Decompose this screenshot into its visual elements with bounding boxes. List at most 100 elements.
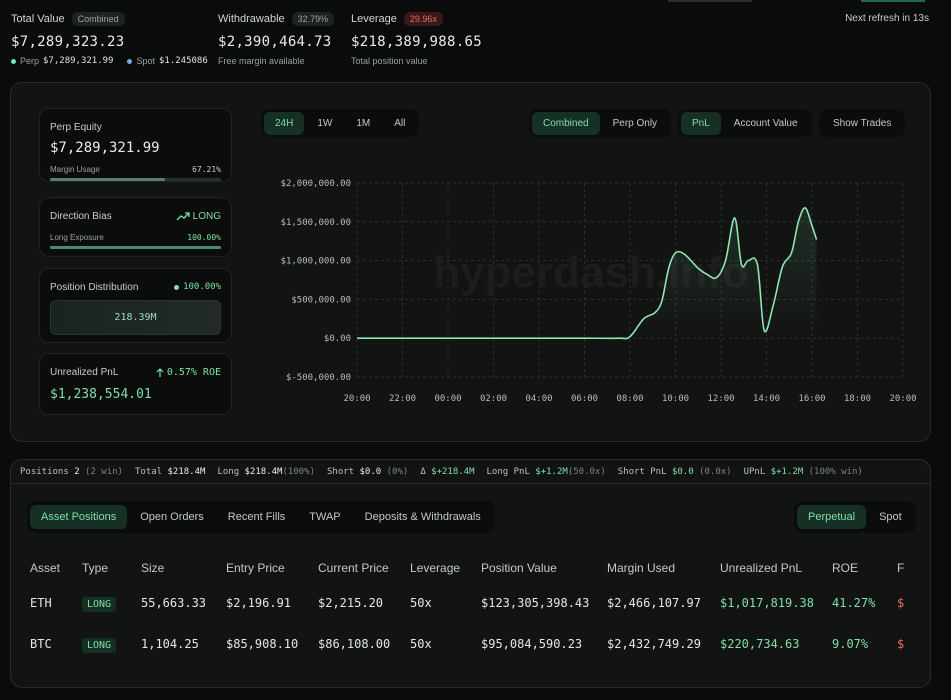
- cell-position-value: $95,084,590.23: [481, 636, 583, 651]
- x-tick-label: 04:00: [525, 394, 552, 404]
- long-pnl-label: Long PnL: [486, 466, 530, 477]
- pnl-button[interactable]: PnL: [681, 111, 721, 135]
- positions-table: Asset Type Size Entry Price Current Pric…: [30, 554, 917, 664]
- cell-asset[interactable]: ETH: [30, 595, 52, 610]
- margin-usage-pct: 67.21%: [192, 165, 221, 174]
- col-current-price[interactable]: Current Price: [318, 561, 389, 575]
- direction-bias-label: Direction Bias: [50, 211, 112, 222]
- col-unrealized-pnl[interactable]: Unrealized PnL: [720, 561, 803, 575]
- pnl-line: [357, 207, 818, 340]
- mode-selector: Combined Perp Only: [529, 109, 672, 137]
- tab-open-orders[interactable]: Open Orders: [140, 511, 204, 523]
- cell-position-value: $123,305,398.43: [481, 595, 590, 610]
- col-position-value[interactable]: Position Value: [481, 561, 557, 575]
- trending-up-icon: [176, 212, 190, 221]
- portfolio-card: Perp Equity $7,289,321.99 Margin Usage 6…: [10, 82, 931, 442]
- cell-asset[interactable]: BTC: [30, 636, 52, 651]
- col-type[interactable]: Type: [82, 561, 109, 575]
- tab-recent-fills[interactable]: Recent Fills: [227, 511, 286, 523]
- range-24h-button[interactable]: 24H: [264, 111, 305, 135]
- upnl-win: (100% win): [808, 466, 863, 477]
- tab-spot[interactable]: Spot: [879, 511, 902, 523]
- pnl-area: [357, 207, 817, 339]
- account-value-button[interactable]: Account Value: [733, 117, 798, 129]
- y-tick-label: $1,500,000.00: [281, 218, 351, 228]
- positions-label: Positions: [20, 466, 69, 477]
- positions-win: (2 win): [85, 466, 123, 477]
- long-exposure-bar: [50, 246, 221, 249]
- cell-size: 1,104.25: [141, 636, 199, 651]
- metric-selector: PnL Account Value: [678, 109, 812, 137]
- pnl-chart[interactable]: hyperdash.info $2,000,000.00$1,500,000.0…: [261, 167, 921, 417]
- x-tick-label: 20:00: [343, 394, 370, 404]
- x-tick-label: 08:00: [616, 394, 643, 404]
- distribution-bar-long[interactable]: 218.39M: [50, 300, 221, 335]
- short-label: Short: [327, 466, 355, 477]
- x-tick-label: 22:00: [389, 394, 416, 404]
- table-header-row: Asset Type Size Entry Price Current Pric…: [30, 554, 917, 582]
- cell-roe: 41.27%: [832, 595, 876, 610]
- perp-value: $7,289,321.99: [43, 56, 114, 66]
- top-edge-button[interactable]: [861, 0, 925, 2]
- cell-unrealized-pnl: $220,734.63: [720, 636, 800, 651]
- distribution-dot-icon: [174, 284, 180, 290]
- show-trades-wrapper: Show Trades: [819, 109, 906, 137]
- withdrawable-value: $2,390,464.73: [218, 34, 332, 50]
- x-tick-label: 20:00: [889, 394, 916, 404]
- cell-entry-price: $85,908.10: [226, 636, 299, 651]
- tab-asset-positions[interactable]: Asset Positions: [30, 505, 128, 529]
- col-funding[interactable]: F: [897, 561, 905, 575]
- tab-perpetual[interactable]: Perpetual: [797, 505, 867, 529]
- x-tick-label: 18:00: [844, 394, 871, 404]
- type-badge: LONG: [82, 596, 117, 612]
- tab-deposits-withdrawals[interactable]: Deposits & Withdrawals: [364, 511, 481, 523]
- short-pnl-x: (0.0x): [699, 466, 732, 477]
- cell-margin-used: $2,432,749.29: [607, 636, 701, 651]
- range-1m-button[interactable]: 1M: [356, 117, 371, 129]
- cell-funding: $: [897, 636, 905, 651]
- short-pnl-value: $0.0: [671, 466, 694, 477]
- withdrawable-note: Free margin available: [218, 56, 305, 66]
- positions-summary: Positions 2 (2 win) Total $218.4M Long $…: [11, 460, 930, 484]
- combined-button[interactable]: Combined: [532, 111, 600, 135]
- leverage-badge: 29.96x: [403, 12, 443, 26]
- perp-only-button[interactable]: Perp Only: [612, 117, 658, 129]
- position-distribution-panel: Position Distribution 100.00% 218.39M: [39, 268, 232, 343]
- x-tick-label: 16:00: [798, 394, 825, 404]
- position-distribution-label: Position Distribution: [50, 282, 139, 293]
- total-value: $7,289,323.23: [11, 34, 125, 50]
- col-entry-price[interactable]: Entry Price: [226, 561, 285, 575]
- short-pnl-label: Short PnL: [617, 466, 667, 477]
- long-pct: (100%): [282, 466, 315, 477]
- show-trades-button[interactable]: Show Trades: [833, 117, 892, 129]
- col-leverage[interactable]: Leverage: [410, 561, 461, 575]
- x-tick-label: 12:00: [707, 394, 734, 404]
- cell-leverage: 50x: [410, 595, 432, 610]
- y-tick-label: $2,000,000.00: [281, 179, 351, 189]
- range-1w-button[interactable]: 1W: [317, 117, 333, 129]
- unrealized-pnl-value: $1,238,554.01: [50, 387, 152, 402]
- table-row[interactable]: ETH LONG 55,663.33 $2,196.91 $2,215.20 5…: [30, 582, 917, 623]
- roe-value: 0.57% ROE: [166, 367, 221, 378]
- x-tick-label: 14:00: [753, 394, 780, 404]
- withdrawable-label: Withdrawable: [218, 13, 285, 25]
- range-all-button[interactable]: All: [394, 117, 406, 129]
- col-margin-used[interactable]: Margin Used: [607, 561, 676, 575]
- long-label: Long: [217, 466, 240, 477]
- leverage-note: Total position value: [351, 56, 428, 66]
- x-tick-label: 10:00: [662, 394, 689, 404]
- positions-tabs: Asset Positions Open Orders Recent Fills…: [27, 501, 495, 533]
- total-value-stat: Total Value Combined $7,289,323.23 Perp $…: [11, 12, 208, 66]
- positions-count: 2: [74, 466, 80, 477]
- col-asset[interactable]: Asset: [30, 561, 61, 575]
- top-edge-control[interactable]: [668, 0, 752, 2]
- direction-bias-value: LONG: [192, 211, 221, 222]
- col-roe[interactable]: ROE: [832, 561, 859, 575]
- upnl-label: UPnL: [743, 466, 766, 477]
- col-size[interactable]: Size: [141, 561, 165, 575]
- total-value-summary: $218.4M: [167, 466, 206, 477]
- table-row[interactable]: BTC LONG 1,104.25 $85,908.10 $86,108.00 …: [30, 623, 917, 664]
- tab-twap[interactable]: TWAP: [309, 511, 341, 523]
- y-tick-label: $500,000.00: [291, 295, 351, 305]
- spot-dot-icon: [127, 58, 133, 64]
